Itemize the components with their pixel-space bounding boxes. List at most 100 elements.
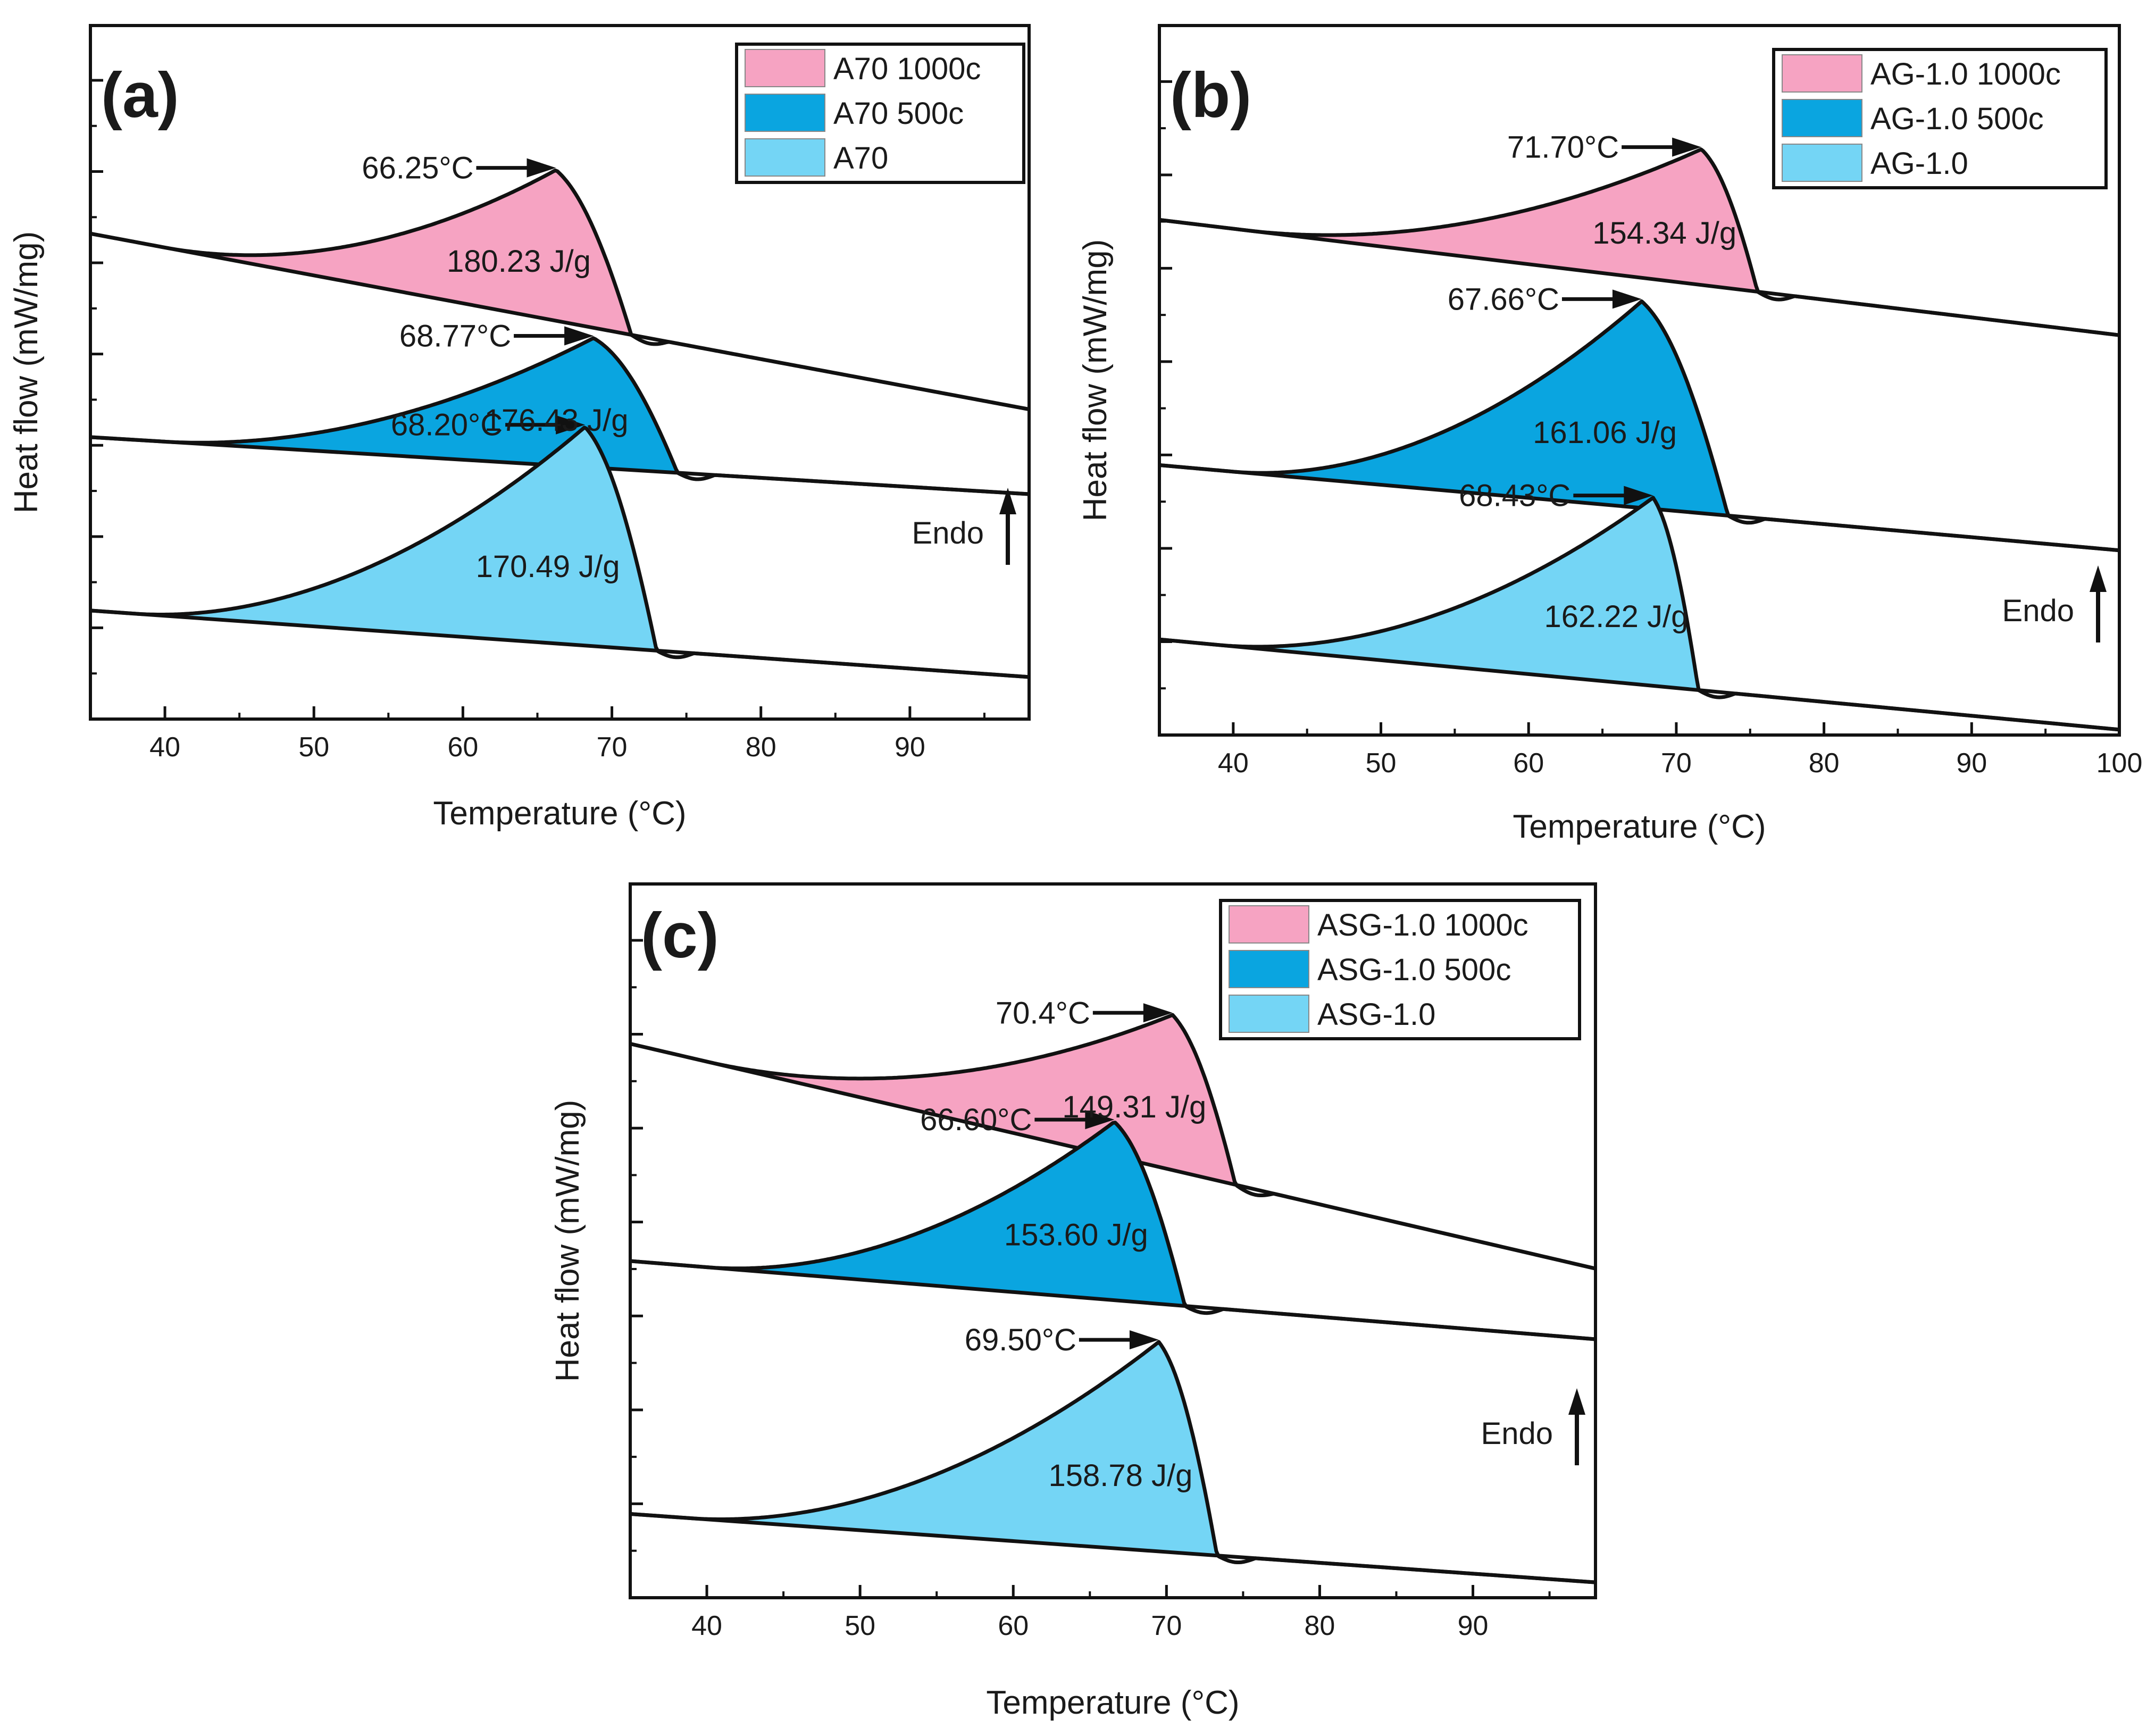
legend-swatch-a70-500c: [745, 94, 825, 132]
legend-label-a70-500c: A70 500c: [833, 96, 964, 131]
legend-label-ag: AG-1.0: [1870, 146, 1968, 181]
peak-area-fill: [135, 427, 657, 651]
panel-b-label: (b): [1170, 60, 1251, 131]
panel-b-y-axis-title: Heat flow (mW/mg): [1077, 239, 1114, 521]
x-tick-label: 40: [149, 732, 180, 763]
x-tick-label: 100: [2096, 748, 2143, 779]
panel-a-endo-label: Endo: [912, 516, 984, 550]
legend-swatch-asg: [1229, 995, 1309, 1033]
peak-arrow-head-icon: [564, 326, 594, 346]
dsc-curve: [630, 1340, 1596, 1584]
enthalpy-label-asg-500c: 153.60 J/g: [1004, 1217, 1148, 1252]
x-tick-label: 70: [597, 732, 628, 763]
legend-label-asg-1000c: ASG-1.0 1000c: [1317, 908, 1528, 942]
dsc-curve: [90, 336, 1030, 496]
peak-arrow-head-icon: [556, 415, 586, 435]
peak-arrow-head-icon: [527, 158, 556, 178]
panel-b-frame: [1158, 24, 2121, 737]
x-tick-label: 60: [998, 1610, 1029, 1641]
x-tick-label: 70: [1661, 748, 1692, 779]
panel-a-legend: A70 1000c A70 500c A70: [735, 43, 1025, 184]
peak-arrow-head-icon: [1624, 486, 1653, 505]
enthalpy-label-asg: 158.78 J/g: [1048, 1458, 1192, 1493]
enthalpy-label-ag-1000c: 154.34 J/g: [1592, 216, 1736, 251]
x-tick-label: 60: [447, 732, 478, 763]
legend-label-a70: A70: [833, 141, 888, 176]
legend-swatch-a70-1000c: [745, 49, 825, 87]
panel-a-y-ticks: [90, 79, 103, 675]
dsc-curve: [1159, 147, 2120, 337]
peak-arrow-head-icon: [1129, 1330, 1159, 1350]
x-tick-label: 90: [1458, 1610, 1489, 1641]
legend-label-ag-500c: AG-1.0 500c: [1870, 102, 2044, 136]
legend-label-asg: ASG-1.0: [1317, 997, 1435, 1032]
legend-swatch-ag: [1782, 144, 1862, 182]
panel-b-x-axis-title: Temperature (°C): [1513, 808, 1766, 845]
peak-label-ag-500c: 67.66°C: [1448, 282, 1559, 316]
panel-c-y-axis-title: Heat flow (mW/mg): [549, 1100, 586, 1382]
peak-arrow-head-icon: [1672, 137, 1702, 157]
dsc-curve: [630, 1013, 1596, 1271]
x-tick-label: 90: [1956, 748, 1987, 779]
dsc-curve: [90, 425, 1030, 679]
legend-swatch-asg-500c: [1229, 950, 1309, 988]
enthalpy-label-a70-1000c: 180.23 J/g: [447, 244, 591, 279]
panel-a-frame: [89, 24, 1031, 721]
dsc-curve: [90, 168, 1030, 412]
peak-arrow-head-icon: [1085, 1110, 1115, 1130]
dsc-curve: [630, 1121, 1596, 1341]
peak-area-fill: [165, 338, 678, 473]
panel-c-series: [630, 1003, 1596, 1584]
enthalpy-label-ag-500c: 161.06 J/g: [1533, 415, 1677, 450]
legend-swatch-a70: [745, 138, 825, 177]
panel-c-x-ticks: 40 50 60 70 80 90: [691, 1585, 1551, 1641]
panel-b-x-ticks: 40 50 60 70 80 90 100: [1218, 722, 2142, 779]
x-tick-label: 50: [298, 732, 329, 763]
x-tick-label: 40: [691, 1610, 722, 1641]
x-tick-label: 70: [1151, 1610, 1182, 1641]
panel-c-legend: ASG-1.0 1000c ASG-1.0 500c ASG-1.0: [1219, 899, 1581, 1040]
legend-label-a70-1000c: A70 1000c: [833, 52, 981, 86]
legend-swatch-asg-1000c: [1229, 905, 1309, 944]
enthalpy-label-ag: 162.22 J/g: [1544, 599, 1688, 634]
peak-label-a70-1000c: 66.25°C: [362, 151, 473, 186]
panel-c: 40 50 60 70 80 90 (c) Temperature (°C) Heat f…: [549, 882, 1597, 1721]
panel-b-endo-label: Endo: [2002, 594, 2074, 628]
legend-swatch-ag-500c: [1782, 99, 1862, 137]
panel-c-x-axis-title: Temperature (°C): [986, 1684, 1239, 1721]
panel-b-legend: AG-1.0 1000c AG-1.0 500c AG-1.0: [1772, 48, 2108, 189]
endo-arrow-head-icon: [1568, 1388, 1585, 1415]
peak-area-fill: [1218, 498, 1699, 690]
peak-area-fill: [1248, 149, 1758, 292]
x-tick-label: 60: [1513, 748, 1544, 779]
panel-a-x-axis-title: Temperature (°C): [433, 795, 686, 832]
panel-a-y-axis-title: Heat flow (mW/mg): [8, 231, 45, 513]
panel-c-endo-arrow-icon: [1568, 1388, 1585, 1465]
dsc-curve: [1159, 299, 2120, 553]
x-tick-label: 80: [1809, 748, 1840, 779]
dsc-curve: [1159, 496, 2120, 732]
enthalpy-label-a70-500c: 176.43 J/g: [484, 403, 629, 438]
legend-label-ag-1000c: AG-1.0 1000c: [1870, 57, 2061, 91]
panel-c-label: (c): [641, 900, 719, 971]
panel-b: 40 50 60 70 80 90 100 (b) Temperature (°C) Hea…: [1077, 24, 2142, 845]
peak-label-asg: 69.50°C: [965, 1323, 1076, 1357]
x-tick-label: 80: [746, 732, 776, 763]
panel-a-x-ticks: 40 50 60 70 80 90: [149, 706, 985, 763]
panel-a-endo-arrow-icon: [999, 488, 1016, 565]
panel-b-series: [1159, 137, 2120, 732]
endo-arrow-head-icon: [999, 488, 1016, 514]
peak-arrow-head-icon: [1612, 289, 1642, 309]
panel-b-endo-arrow-icon: [2090, 565, 2107, 642]
panel-a-series: [90, 158, 1030, 679]
x-tick-label: 90: [895, 732, 925, 763]
x-tick-label: 80: [1305, 1610, 1335, 1641]
enthalpy-label-a70: 170.49 J/g: [476, 549, 620, 584]
peak-label-asg-1000c: 70.4°C: [996, 996, 1090, 1030]
peak-label-ag-1000c: 71.70°C: [1507, 130, 1619, 165]
peak-label-asg-500c: 66.60°C: [920, 1103, 1032, 1137]
peak-label-ag: 68.43°C: [1459, 479, 1570, 513]
peak-arrow-head-icon: [1143, 1003, 1173, 1023]
enthalpy-label-asg-1000c: 149.31 J/g: [1062, 1090, 1206, 1124]
